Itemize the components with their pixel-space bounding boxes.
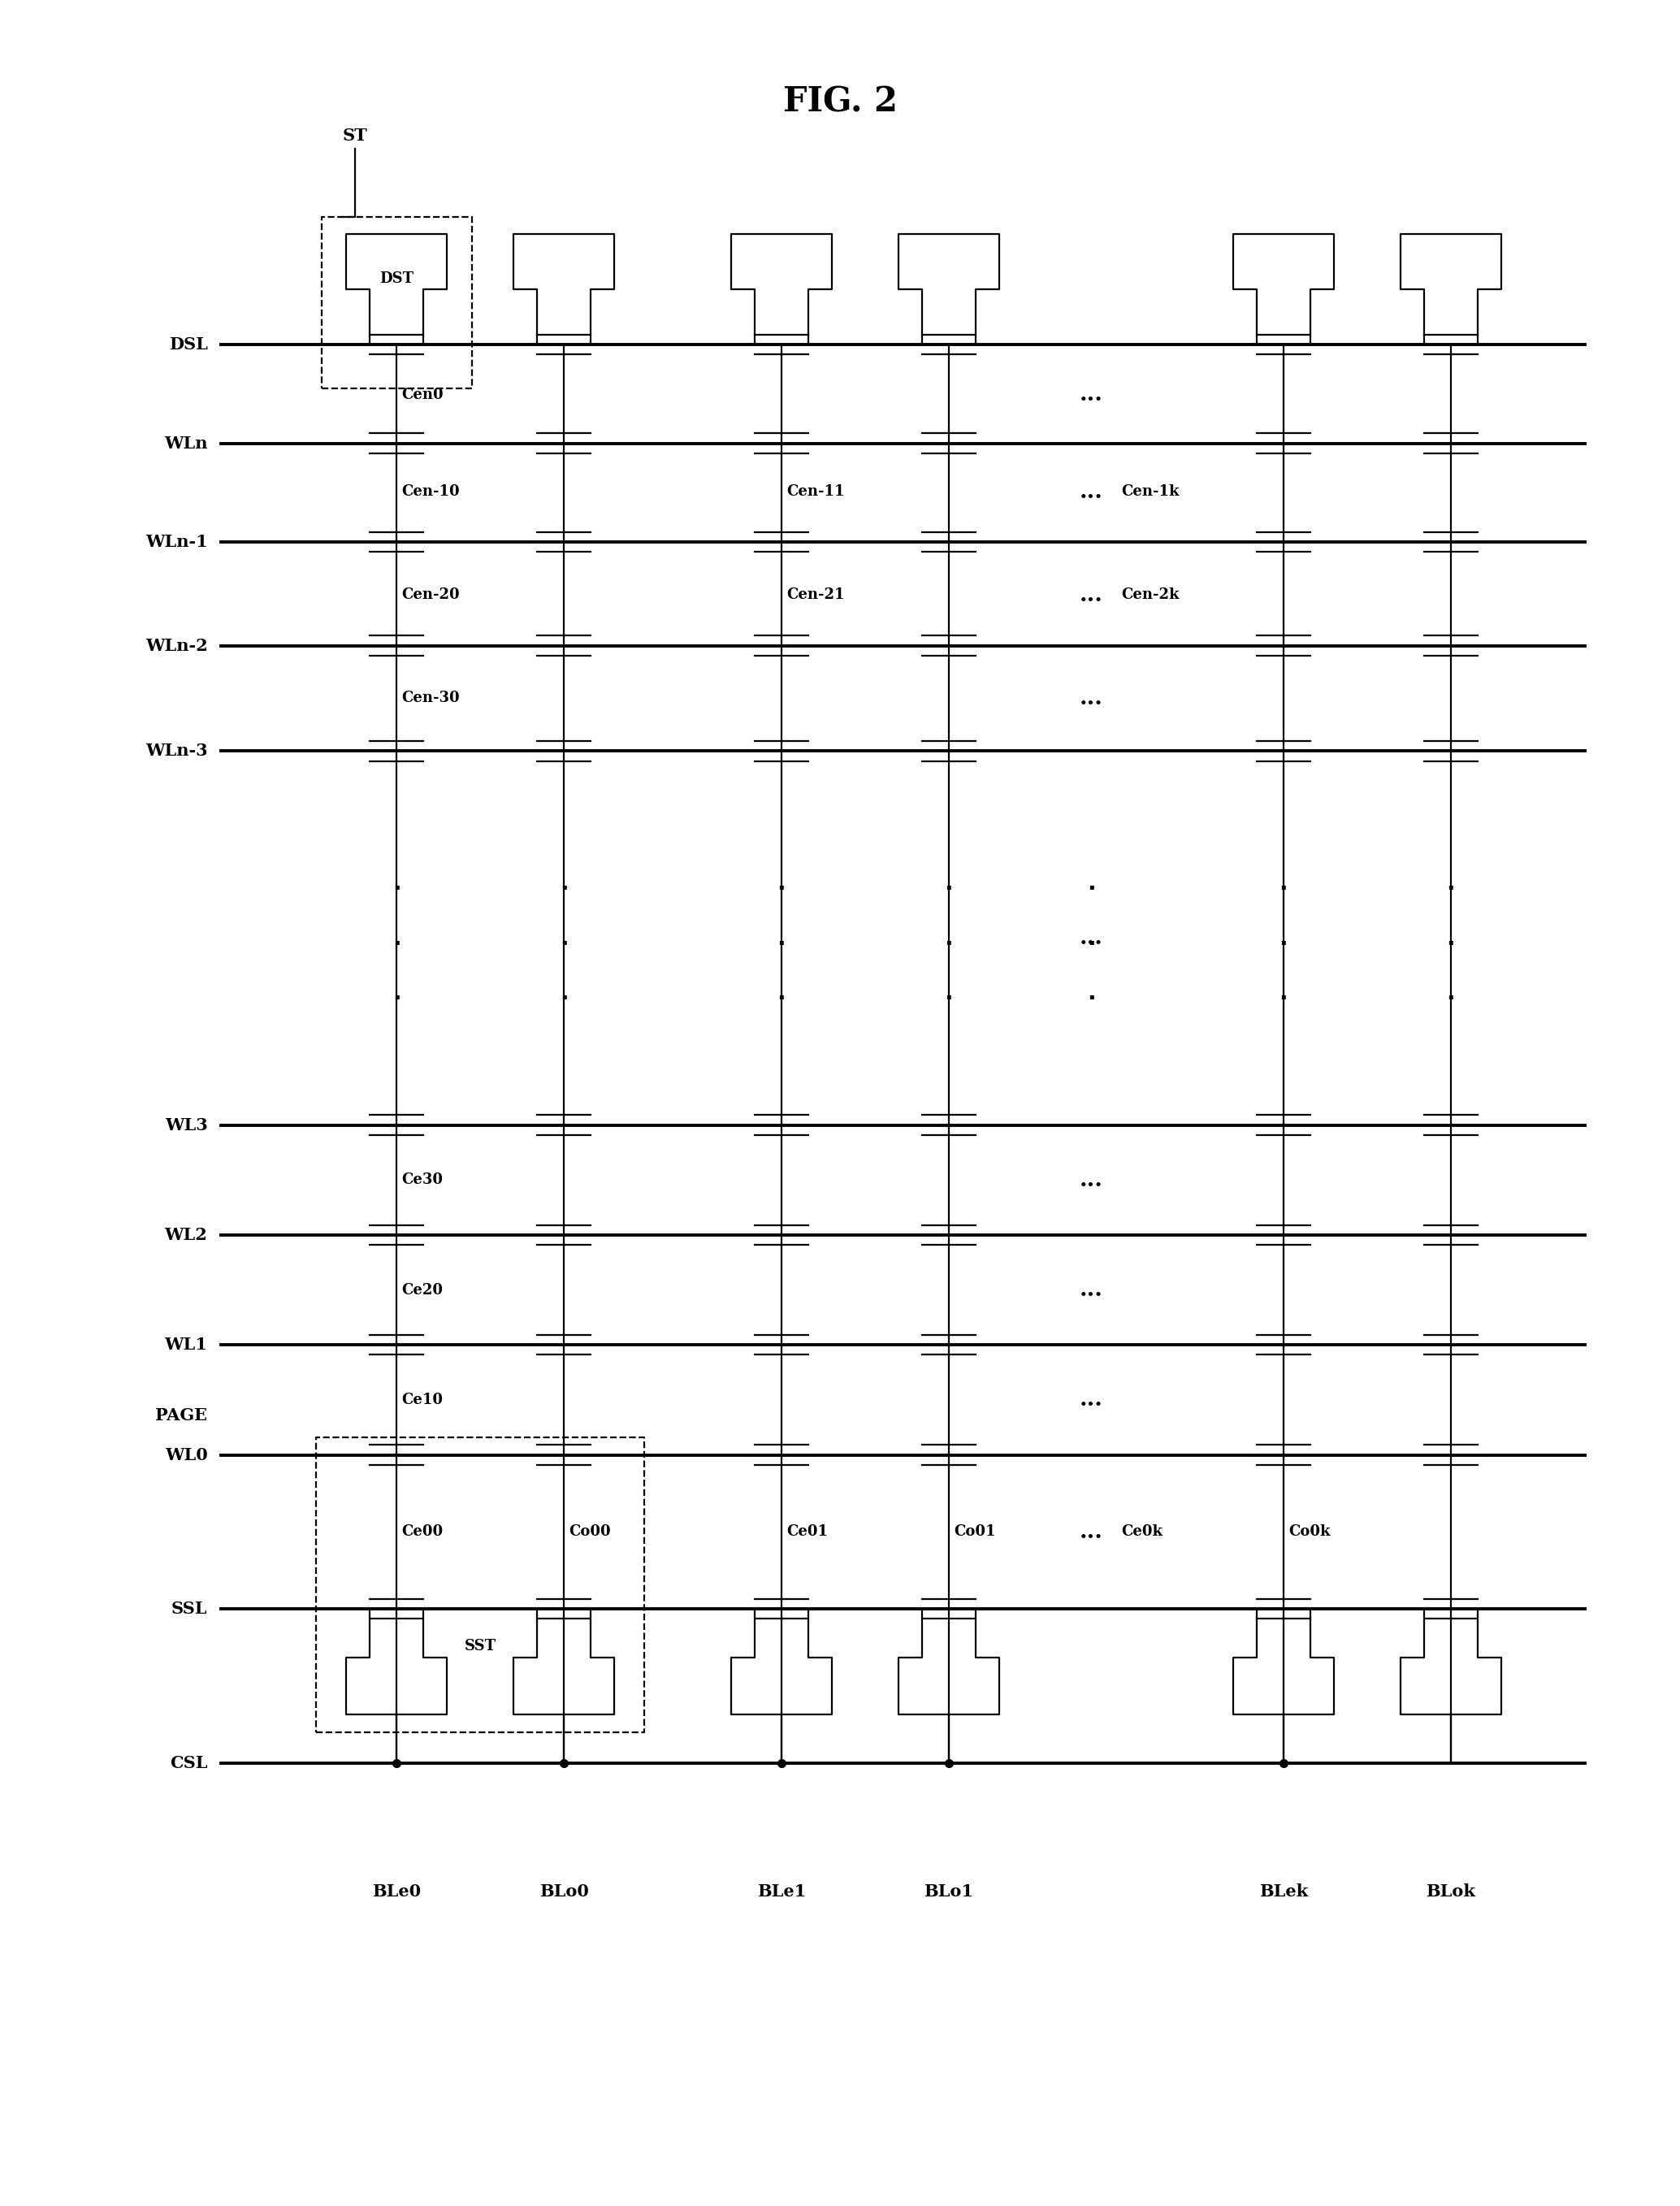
Text: ...: ... [1079, 481, 1102, 503]
Text: Ce0k: Ce0k [1121, 1524, 1163, 1540]
Text: Cen-10: Cen-10 [402, 485, 460, 499]
Text: .: . [559, 927, 568, 949]
Text: .: . [391, 982, 402, 1004]
Text: .: . [391, 871, 402, 893]
Text: .: . [1087, 871, 1095, 893]
Text: ...: ... [1079, 1169, 1102, 1191]
Text: WL3: WL3 [165, 1116, 208, 1134]
Text: WLn-3: WLn-3 [144, 743, 208, 759]
Text: Ce20: Ce20 [402, 1282, 444, 1297]
Text: .: . [1278, 927, 1289, 949]
Text: Cen-11: Cen-11 [786, 485, 845, 499]
Text: ...: ... [1079, 1390, 1102, 1412]
Text: BLo0: BLo0 [539, 1884, 588, 1899]
Text: BLe0: BLe0 [373, 1884, 422, 1899]
Text: Ce10: Ce10 [402, 1392, 444, 1407]
Text: ...: ... [1079, 1279, 1102, 1302]
Text: Ce00: Ce00 [402, 1524, 444, 1540]
Text: Cen-21: Cen-21 [786, 587, 845, 602]
Text: .: . [1446, 927, 1455, 949]
Text: BLek: BLek [1258, 1884, 1307, 1899]
Text: .: . [1087, 982, 1095, 1004]
Text: SSL: SSL [171, 1602, 208, 1617]
Text: WLn-2: WLn-2 [144, 638, 208, 653]
Text: ...: ... [1079, 927, 1102, 949]
Text: Co01: Co01 [954, 1524, 996, 1540]
Text: DST: DST [380, 271, 413, 285]
Text: SST: SST [464, 1639, 496, 1654]
Text: .: . [944, 982, 953, 1004]
Text: .: . [1278, 982, 1289, 1004]
Text: WLn-1: WLn-1 [144, 534, 208, 549]
Text: BLe1: BLe1 [758, 1884, 806, 1899]
Text: .: . [778, 927, 786, 949]
Text: ...: ... [1079, 688, 1102, 710]
Text: .: . [559, 871, 568, 893]
Text: .: . [1278, 871, 1289, 893]
Text: Cen0: Cen0 [402, 388, 444, 401]
Text: WL1: WL1 [165, 1337, 208, 1352]
Text: WL2: WL2 [165, 1227, 208, 1242]
Text: Cen-30: Cen-30 [402, 690, 460, 706]
Text: Cen-1k: Cen-1k [1121, 485, 1179, 499]
Text: .: . [559, 982, 568, 1004]
Text: FIG. 2: FIG. 2 [783, 86, 897, 119]
Text: Co00: Co00 [570, 1524, 612, 1540]
Text: .: . [778, 982, 786, 1004]
Text: BLo1: BLo1 [924, 1884, 973, 1899]
Text: .: . [391, 927, 402, 949]
Text: .: . [1446, 871, 1455, 893]
Text: BLok: BLok [1426, 1884, 1475, 1899]
Text: ...: ... [1079, 585, 1102, 607]
Text: CSL: CSL [170, 1754, 208, 1771]
Text: .: . [944, 927, 953, 949]
Text: Cen-20: Cen-20 [402, 587, 460, 602]
Text: WLn: WLn [165, 435, 208, 452]
Text: Ce30: Ce30 [402, 1174, 444, 1187]
Text: WL0: WL0 [165, 1447, 208, 1463]
Text: DSL: DSL [168, 335, 208, 353]
Text: Cen-2k: Cen-2k [1121, 587, 1179, 602]
Text: ST: ST [343, 128, 368, 143]
Text: ...: ... [1079, 384, 1102, 406]
Text: .: . [1087, 927, 1095, 949]
Text: ...: ... [1079, 1520, 1102, 1542]
Text: Co0k: Co0k [1289, 1524, 1331, 1540]
Text: .: . [778, 871, 786, 893]
Text: Ce01: Ce01 [786, 1524, 828, 1540]
Text: .: . [944, 871, 953, 893]
Text: PAGE: PAGE [156, 1407, 208, 1423]
Text: .: . [1446, 982, 1455, 1004]
